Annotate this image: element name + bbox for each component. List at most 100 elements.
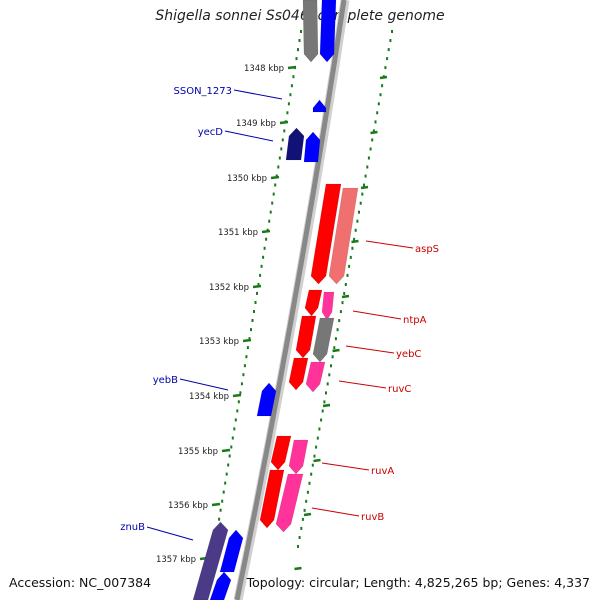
guide-dot-right [303, 508, 306, 512]
guide-dot-left [275, 174, 278, 178]
guide-dot-left [271, 201, 274, 205]
gene-label-leader [311, 507, 360, 517]
guide-dot-right [313, 454, 316, 458]
guide-dot-left [300, 30, 302, 33]
kbp-tick-mark [279, 120, 289, 125]
kbp-ticks: 1348 kbp 1349 kbp 1350 kbp 1351 kbp 1352 kbp… [156, 64, 388, 571]
guide-dot-left [260, 264, 263, 268]
guide-dot-left [280, 147, 283, 151]
guide-dot-right [343, 292, 346, 295]
kbp-tick-label: 1355 kbp [178, 447, 218, 457]
guide-dot-left [228, 454, 231, 458]
gene-block [209, 571, 232, 600]
guide-dot-right [318, 427, 321, 431]
genome-backbone [233, 0, 350, 600]
guide-dot-right [381, 84, 384, 88]
guide-dot-right [305, 499, 308, 503]
guide-dot-right [374, 120, 377, 124]
kbp-tick-mark [221, 448, 231, 453]
guide-dot-left [222, 490, 225, 494]
guide-dot-right [297, 545, 299, 548]
gene-block-znuB [219, 529, 244, 573]
gene-label-ruvC: ruvC [388, 384, 411, 395]
guide-dot-left [227, 463, 230, 467]
kbp-tick-label: 1351 kbp [218, 228, 258, 238]
guide-dot-left [230, 445, 233, 449]
kbp-tick-mark-right [370, 130, 378, 135]
gene-block-yebC [312, 317, 335, 363]
guide-dot-right [336, 328, 339, 332]
gene-block-ruvB [275, 473, 304, 533]
gene-label-znuB: znuB [120, 522, 145, 533]
gene-label-ruvA: ruvA [371, 466, 394, 477]
guide-dot-left [281, 138, 284, 142]
gene-label-ruvB: ruvB [361, 512, 384, 523]
kbp-tick-label: 1357 kbp [156, 555, 196, 565]
gene-block-aspS [310, 183, 342, 285]
kbp-tick-mark-right [303, 512, 312, 517]
guide-dot-right [367, 156, 370, 160]
kbp-tick-mark-right [294, 566, 302, 571]
guide-dot-right [372, 129, 375, 133]
gene-block-SSON_1273 [312, 99, 327, 113]
guide-dot-right [325, 391, 327, 395]
gene-block-yecD [285, 127, 305, 161]
guide-dot-right [315, 445, 318, 449]
gene-block-yebB [256, 382, 277, 417]
guide-dot-right [353, 237, 356, 241]
gene-block-ntpA [321, 291, 335, 321]
guide-dot-right [333, 346, 336, 350]
gene-label-leader [365, 240, 414, 249]
kbp-tick-mark-right [322, 403, 331, 408]
kbp-tick-mark-right [332, 348, 340, 353]
kbp-tick-label: 1353 kbp [199, 337, 239, 347]
guide-dot-right [361, 192, 364, 196]
guide-dot-left [234, 418, 237, 422]
guide-dot-right [344, 283, 347, 286]
gene-block-ruvA [270, 435, 292, 471]
kbp-tick-mark-right [379, 75, 388, 80]
guide-dot-left [251, 319, 254, 322]
gene-block [302, 0, 319, 63]
guide-dot-right [328, 373, 331, 377]
guide-dot-right [330, 364, 332, 368]
guide-dot-right [379, 93, 382, 97]
gene-label-leader [352, 310, 402, 320]
gene-block-yecD [303, 131, 321, 163]
gene-label-yecD: yecD [198, 127, 224, 138]
guide-dot-left [292, 75, 295, 79]
guide-dot-right [391, 30, 393, 33]
guide-dot-right [311, 463, 314, 467]
guide-dot-right [377, 102, 380, 106]
guide-dot-left [262, 255, 265, 259]
guide-dot-left [290, 84, 293, 88]
guide-dot-left [253, 310, 255, 313]
guide-dot-right [358, 210, 360, 214]
guide-dot-left [277, 165, 280, 169]
guide-dot-right [346, 273, 349, 277]
kbp-tick-mark [252, 284, 262, 289]
guide-dot-right [366, 165, 369, 169]
guide-dot-right [351, 246, 354, 250]
guide-dot-left [295, 57, 298, 61]
kbp-tick-mark-right [360, 185, 369, 190]
guide-dot-right [389, 39, 392, 42]
guide-dot-left [245, 355, 248, 359]
kbp-tick-label: 1354 kbp [189, 392, 229, 402]
guide-dot-right [387, 48, 390, 52]
guide-dot-right [326, 382, 329, 386]
backbone-line [234, 0, 347, 600]
gene-label-yebC: yebC [396, 349, 421, 360]
guide-dot-left [246, 346, 249, 350]
guide-dot-right [359, 201, 362, 205]
guide-dot-right [339, 310, 342, 314]
guide-dot-left [240, 382, 243, 386]
gene-block-ntpA [304, 289, 323, 317]
guide-dot-left [254, 301, 257, 304]
kbp-tick-mark [232, 393, 242, 398]
guide-dot-right [316, 436, 319, 440]
kbp-tick-mark [287, 65, 297, 70]
guide-dot-left [263, 246, 266, 250]
gene-label-leader [146, 526, 194, 541]
